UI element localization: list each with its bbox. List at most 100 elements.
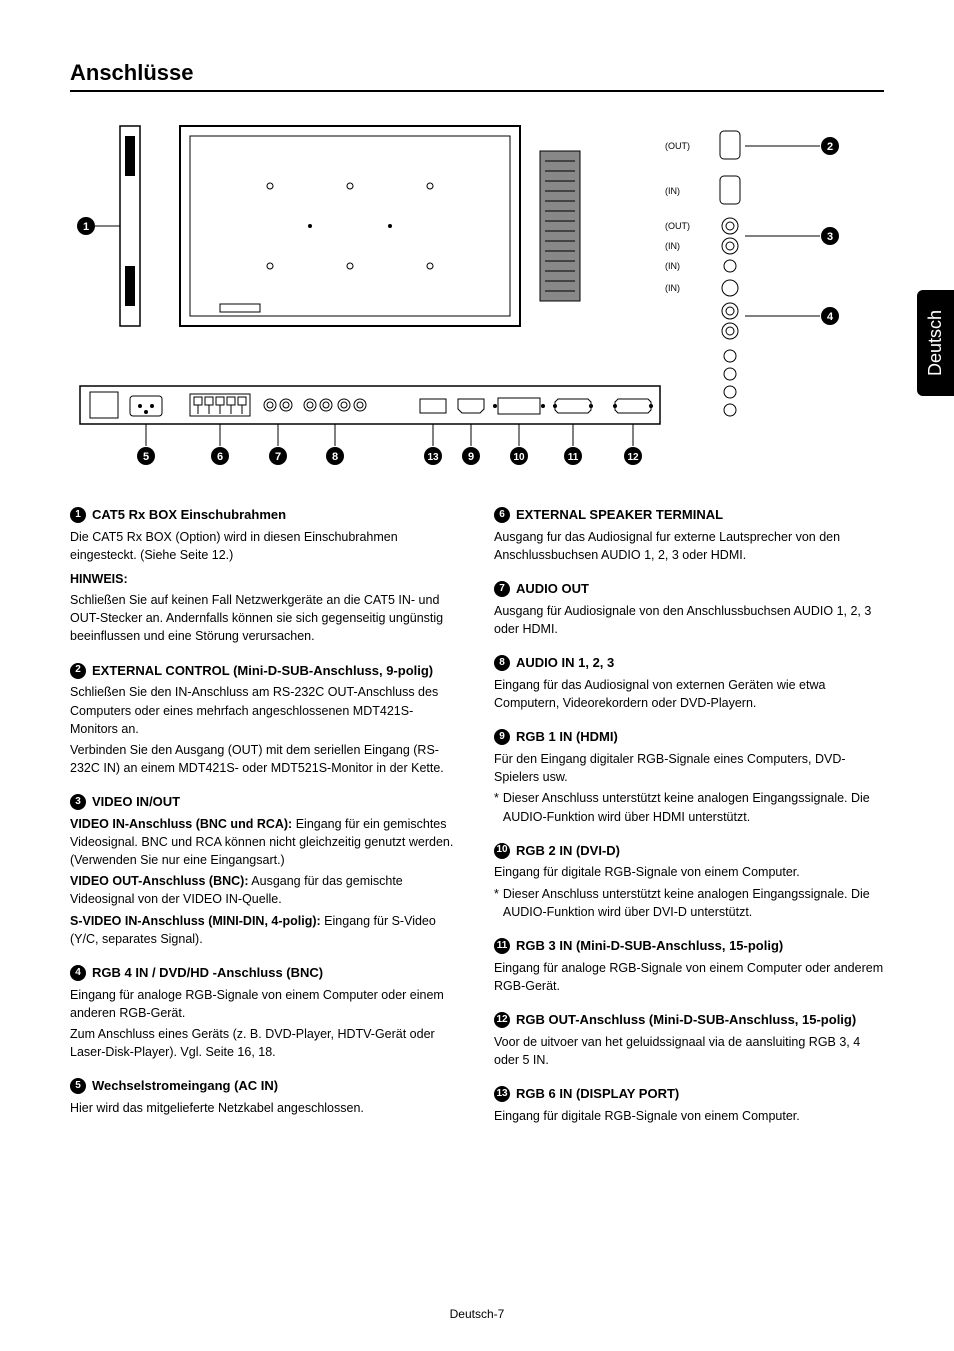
- paragraph: Schließen Sie den IN-Anschluss am RS-232…: [70, 683, 460, 737]
- bullet-number-icon: 11: [494, 938, 510, 954]
- note-label: HINWEIS:: [70, 570, 460, 588]
- label-in: (IN): [665, 186, 680, 196]
- paragraph: Hier wird das mitgelieferte Netzkabel an…: [70, 1099, 460, 1117]
- section-title: RGB 4 IN / DVD/HD -Anschluss (BNC): [92, 964, 323, 983]
- label-out2: (OUT): [665, 221, 690, 231]
- svg-text:4: 4: [827, 311, 834, 323]
- paragraph: Ausgang für Audiosignale von den Anschlu…: [494, 602, 884, 638]
- bullet-number-icon: 4: [70, 965, 86, 981]
- section-8: 8 AUDIO IN 1, 2, 3 Eingang für das Audiosi…: [494, 654, 884, 712]
- section-title: EXTERNAL CONTROL (Mini-D-SUB-Anschluss, …: [92, 662, 433, 681]
- run-text: Zum Anschluss eines Geräts (z. B. DVD-Pl…: [70, 1027, 435, 1059]
- section-heading: 1 CAT5 Rx BOX Einschubrahmen: [70, 506, 460, 525]
- section-title: RGB OUT-Anschluss (Mini-D-SUB-Anschluss,…: [516, 1011, 856, 1030]
- section-body: Voor de uitvoer van het geluidssignaal v…: [494, 1033, 884, 1069]
- section-title: AUDIO OUT: [516, 580, 589, 599]
- paragraph: VIDEO OUT-Anschluss (BNC): Ausgang für d…: [70, 872, 460, 908]
- section-title: RGB 6 IN (DISPLAY PORT): [516, 1085, 679, 1104]
- svg-text:12: 12: [627, 452, 639, 463]
- svg-text:13: 13: [427, 452, 439, 463]
- svg-text:5: 5: [143, 451, 149, 463]
- section-heading: 3 VIDEO IN/OUT: [70, 793, 460, 812]
- run-text: Die CAT5 Rx BOX (Option) wird in diesen …: [70, 530, 398, 562]
- run-text: Ausgang fur das Audiosignal fur externe …: [494, 530, 840, 562]
- run-bold: VIDEO OUT-Anschluss (BNC):: [70, 874, 249, 888]
- bullet-number-icon: 7: [494, 581, 510, 597]
- run-text: Eingang für das Audiosignal von externen…: [494, 678, 825, 710]
- label-in3: (IN): [665, 261, 680, 271]
- section-7: 7 AUDIO OUT Ausgang für Audiosignale von d…: [494, 580, 884, 638]
- footnote-text: Dieser Anschluss unterstützt keine analo…: [503, 789, 884, 825]
- bullet-number-icon: 6: [494, 507, 510, 523]
- section-3: 3 VIDEO IN/OUT VIDEO IN-Anschluss (BNC und…: [70, 793, 460, 948]
- section-body: Für den Eingang digitaler RGB-Signale ei…: [494, 750, 884, 826]
- section-heading: 7 AUDIO OUT: [494, 580, 884, 599]
- section-title: Wechselstromeingang (AC IN): [92, 1077, 278, 1096]
- section-6: 6 EXTERNAL SPEAKER TERMINAL Ausgang fur da…: [494, 506, 884, 564]
- bullet-number-icon: 8: [494, 655, 510, 671]
- label-in2: (IN): [665, 241, 680, 251]
- section-heading: 13RGB 6 IN (DISPLAY PORT): [494, 1085, 884, 1104]
- right-column: 6 EXTERNAL SPEAKER TERMINAL Ausgang fur da…: [494, 506, 884, 1141]
- section-13: 13RGB 6 IN (DISPLAY PORT) Eingang für dig…: [494, 1085, 884, 1125]
- section-body: Eingang für das Audiosignal von externen…: [494, 676, 884, 712]
- section-heading: 5 Wechselstromeingang (AC IN): [70, 1077, 460, 1096]
- svg-text:2: 2: [827, 141, 833, 153]
- svg-text:3: 3: [827, 231, 833, 243]
- note-text: Schließen Sie auf keinen Fall Netzwerkge…: [70, 591, 460, 645]
- section-title: AUDIO IN 1, 2, 3: [516, 654, 614, 673]
- section-body: Eingang für digitale RGB-Signale von ein…: [494, 863, 884, 920]
- section-body: Eingang für analoge RGB-Signale von eine…: [70, 986, 460, 1062]
- section-heading: 12RGB OUT-Anschluss (Mini-D-SUB-Anschlus…: [494, 1011, 884, 1030]
- section-body: VIDEO IN-Anschluss (BNC und RCA): Eingan…: [70, 815, 460, 948]
- bullet-number-icon: 9: [494, 729, 510, 745]
- svg-text:6: 6: [217, 451, 223, 463]
- section-heading: 6 EXTERNAL SPEAKER TERMINAL: [494, 506, 884, 525]
- section-10: 10RGB 2 IN (DVI-D) Eingang für digitale R…: [494, 842, 884, 921]
- svg-text:8: 8: [332, 451, 338, 463]
- section-heading: 10RGB 2 IN (DVI-D): [494, 842, 884, 861]
- section-2: 2EXTERNAL CONTROL (Mini-D-SUB-Anschluss,…: [70, 662, 460, 777]
- paragraph: VIDEO IN-Anschluss (BNC und RCA): Eingan…: [70, 815, 460, 869]
- label-out: (OUT): [665, 141, 690, 151]
- footnote: *Dieser Anschluss unterstützt keine anal…: [494, 885, 884, 921]
- paragraph: Zum Anschluss eines Geräts (z. B. DVD-Pl…: [70, 1025, 460, 1061]
- asterisk-icon: *: [494, 885, 499, 921]
- section-title: EXTERNAL SPEAKER TERMINAL: [516, 506, 723, 525]
- run-text: Ausgang für Audiosignale von den Anschlu…: [494, 604, 871, 636]
- section-title: CAT5 Rx BOX Einschubrahmen: [92, 506, 286, 525]
- bullet-number-icon: 5: [70, 1078, 86, 1094]
- paragraph: Ausgang fur das Audiosignal fur externe …: [494, 528, 884, 564]
- bullet-number-icon: 3: [70, 794, 86, 810]
- section-11: 11RGB 3 IN (Mini-D-SUB-Anschluss, 15-pol…: [494, 937, 884, 995]
- paragraph: Verbinden Sie den Ausgang (OUT) mit dem …: [70, 741, 460, 777]
- paragraph: Eingang für analoge RGB-Signale von eine…: [494, 959, 884, 995]
- section-5: 5 Wechselstromeingang (AC IN) Hier wird da…: [70, 1077, 460, 1117]
- bullet-number-icon: 10: [494, 843, 510, 859]
- section-12: 12RGB OUT-Anschluss (Mini-D-SUB-Anschlus…: [494, 1011, 884, 1069]
- run-text: Voor de uitvoer van het geluidssignaal v…: [494, 1035, 860, 1067]
- page-title: Anschlüsse: [70, 60, 884, 92]
- run-text: Eingang für digitale RGB-Signale von ein…: [494, 1109, 800, 1123]
- section-body: Eingang für digitale RGB-Signale von ein…: [494, 1107, 884, 1125]
- bullet-number-icon: 1: [70, 507, 86, 523]
- left-column: 1 CAT5 Rx BOX Einschubrahmen Die CAT5 Rx B…: [70, 506, 460, 1141]
- footnote: *Dieser Anschluss unterstützt keine anal…: [494, 789, 884, 825]
- section-heading: 11RGB 3 IN (Mini-D-SUB-Anschluss, 15-pol…: [494, 937, 884, 956]
- run-text: Schließen Sie den IN-Anschluss am RS-232…: [70, 685, 438, 735]
- run-text: Für den Eingang digitaler RGB-Signale ei…: [494, 752, 846, 784]
- section-heading: 2EXTERNAL CONTROL (Mini-D-SUB-Anschluss,…: [70, 662, 460, 681]
- section-title: VIDEO IN/OUT: [92, 793, 180, 812]
- run-text: Eingang für digitale RGB-Signale von ein…: [494, 865, 800, 879]
- paragraph: S-VIDEO IN-Anschluss (MINI-DIN, 4-polig)…: [70, 912, 460, 948]
- svg-text:11: 11: [568, 452, 579, 463]
- page-number: Deutsch-7: [0, 1307, 954, 1321]
- section-9: 9RGB 1 IN (HDMI)Für den Eingang digitale…: [494, 728, 884, 825]
- run-text: Verbinden Sie den Ausgang (OUT) mit dem …: [70, 743, 444, 775]
- paragraph: Für den Eingang digitaler RGB-Signale ei…: [494, 750, 884, 786]
- paragraph: Die CAT5 Rx BOX (Option) wird in diesen …: [70, 528, 460, 564]
- section-body: Ausgang fur das Audiosignal fur externe …: [494, 528, 884, 564]
- section-4: 4 RGB 4 IN / DVD/HD -Anschluss (BNC) Einga…: [70, 964, 460, 1061]
- paragraph: Eingang für das Audiosignal von externen…: [494, 676, 884, 712]
- section-heading: 8 AUDIO IN 1, 2, 3: [494, 654, 884, 673]
